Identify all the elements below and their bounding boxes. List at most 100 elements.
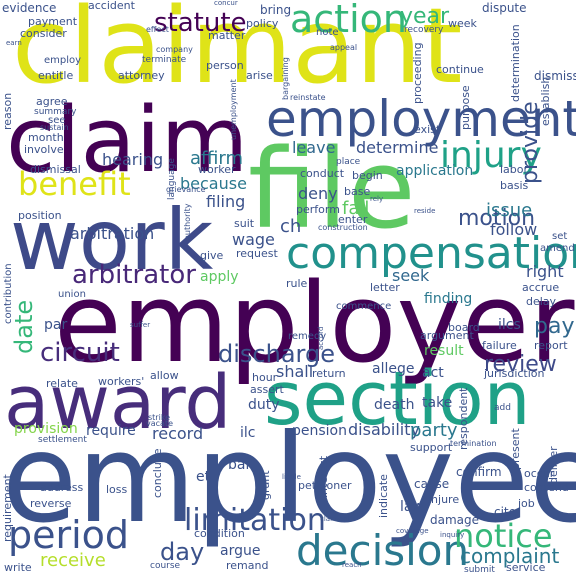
word-death: death [374, 397, 415, 413]
word-place: place [336, 157, 361, 167]
word-bring: bring [260, 3, 292, 17]
word-purpose: purpose [459, 85, 472, 130]
word-board: board [448, 321, 480, 334]
word-suit: suit [234, 217, 255, 230]
word-request: request [236, 247, 278, 260]
word-relate: relate [46, 377, 78, 390]
word-company: company [156, 45, 193, 54]
word-proceeding: proceeding [411, 42, 424, 104]
word-provision: provision [14, 421, 78, 437]
word-pay: pay [534, 314, 575, 339]
word-evidence: evidence [2, 1, 57, 15]
word-bargaining: bargaining [281, 57, 290, 100]
word-hour: hour [252, 371, 278, 384]
word-workers: workers' [98, 375, 145, 388]
word-follow: follow [490, 220, 538, 239]
word-see: see [48, 115, 66, 126]
word-give: give [200, 249, 224, 262]
word-job: job [518, 497, 535, 510]
word-begin: begin [352, 169, 383, 182]
word-contend: contend [524, 481, 569, 494]
word-injure: injure [428, 493, 460, 506]
word-amend: amend [540, 243, 575, 254]
word-benefit: benefit [18, 165, 131, 203]
word-pension: pension [292, 423, 347, 439]
word-fail: fail [342, 198, 370, 219]
word-disability: disability [348, 420, 420, 439]
word-authority: authority [183, 203, 192, 240]
word-failure: failure [482, 339, 517, 352]
word-date: date [10, 299, 38, 354]
word-require: require [86, 423, 136, 439]
word-notice: notice [454, 517, 553, 555]
word-par: par [44, 317, 68, 333]
word-employer: employer [54, 259, 575, 387]
word-grievance: grievance [166, 185, 206, 194]
word-week: week [448, 17, 477, 30]
word-submit: submit [464, 565, 495, 575]
word-seek: seek [392, 266, 430, 285]
word-delay: delay [526, 295, 557, 308]
word-allege: allege [372, 361, 415, 377]
word-position: position [18, 209, 62, 222]
word-issue: issue [486, 200, 533, 221]
word-union: union [58, 289, 86, 300]
word-coverage: coverage [396, 527, 429, 535]
word-person: person [206, 59, 244, 72]
word-vacate: vacate [146, 419, 173, 428]
word-act: act [422, 365, 444, 381]
word-claim: claim [6, 88, 249, 193]
word-application: application [396, 163, 474, 179]
word-appeal: appeal [330, 43, 358, 52]
word-petitioner: petitioner [298, 479, 352, 492]
word-cause: cause [414, 477, 450, 491]
word-reverse: reverse [30, 497, 72, 510]
word-termination: termination [450, 439, 497, 448]
word-action: action [290, 0, 407, 41]
word-shall: shall [276, 362, 314, 381]
word-reside: reside [414, 207, 436, 215]
word-period: period [8, 513, 130, 557]
word-conclude: conclude [151, 448, 164, 498]
word-injury: injury [440, 135, 542, 176]
word-section: section [264, 356, 531, 442]
word-work: work [10, 191, 214, 289]
word-claimant: claimant [12, 0, 463, 107]
word-earn: earn [6, 39, 22, 47]
word-perform: perform [296, 203, 340, 216]
word-entitle: entitle [38, 69, 74, 82]
word-construction: construction [318, 223, 368, 232]
word-assert: assert [250, 383, 284, 396]
word-strike: strike [148, 413, 171, 422]
word-determination: determination [509, 24, 522, 102]
word-statute: statute [154, 8, 247, 38]
word-ch: ch [280, 216, 302, 237]
word-day: day [160, 538, 205, 566]
word-confirm: confirm [456, 465, 502, 479]
word-limitation: limitation [184, 503, 326, 538]
word-allow: allow [150, 369, 179, 382]
word-occur: occur [524, 467, 555, 480]
word-condition: condition [194, 527, 245, 540]
word-effect: effect [146, 25, 169, 34]
word-employee: employee [2, 408, 576, 550]
word-concur: concur [214, 0, 238, 7]
word-recovery: recovery [404, 25, 444, 35]
word-letter: letter [370, 281, 400, 294]
word-bar: bar [228, 457, 252, 473]
word-discharge: discharge [218, 340, 335, 368]
word-write: write [4, 561, 32, 574]
word-settlement: settlement [38, 435, 87, 445]
word-enter: enter [338, 213, 368, 226]
word-decision: decision [296, 526, 470, 575]
word-party: party [410, 420, 458, 441]
word-wage: wage [232, 230, 275, 249]
word-remedy: remedy [288, 331, 327, 342]
word-loss: loss [106, 483, 128, 496]
word-arbitration: arbitration [70, 224, 155, 243]
word-dispute: dispute [482, 1, 527, 15]
word-involve: involve [24, 143, 64, 156]
word-leave: leave [292, 138, 336, 157]
word-note: note [316, 27, 339, 38]
word-dismiss: dismiss [534, 69, 576, 83]
